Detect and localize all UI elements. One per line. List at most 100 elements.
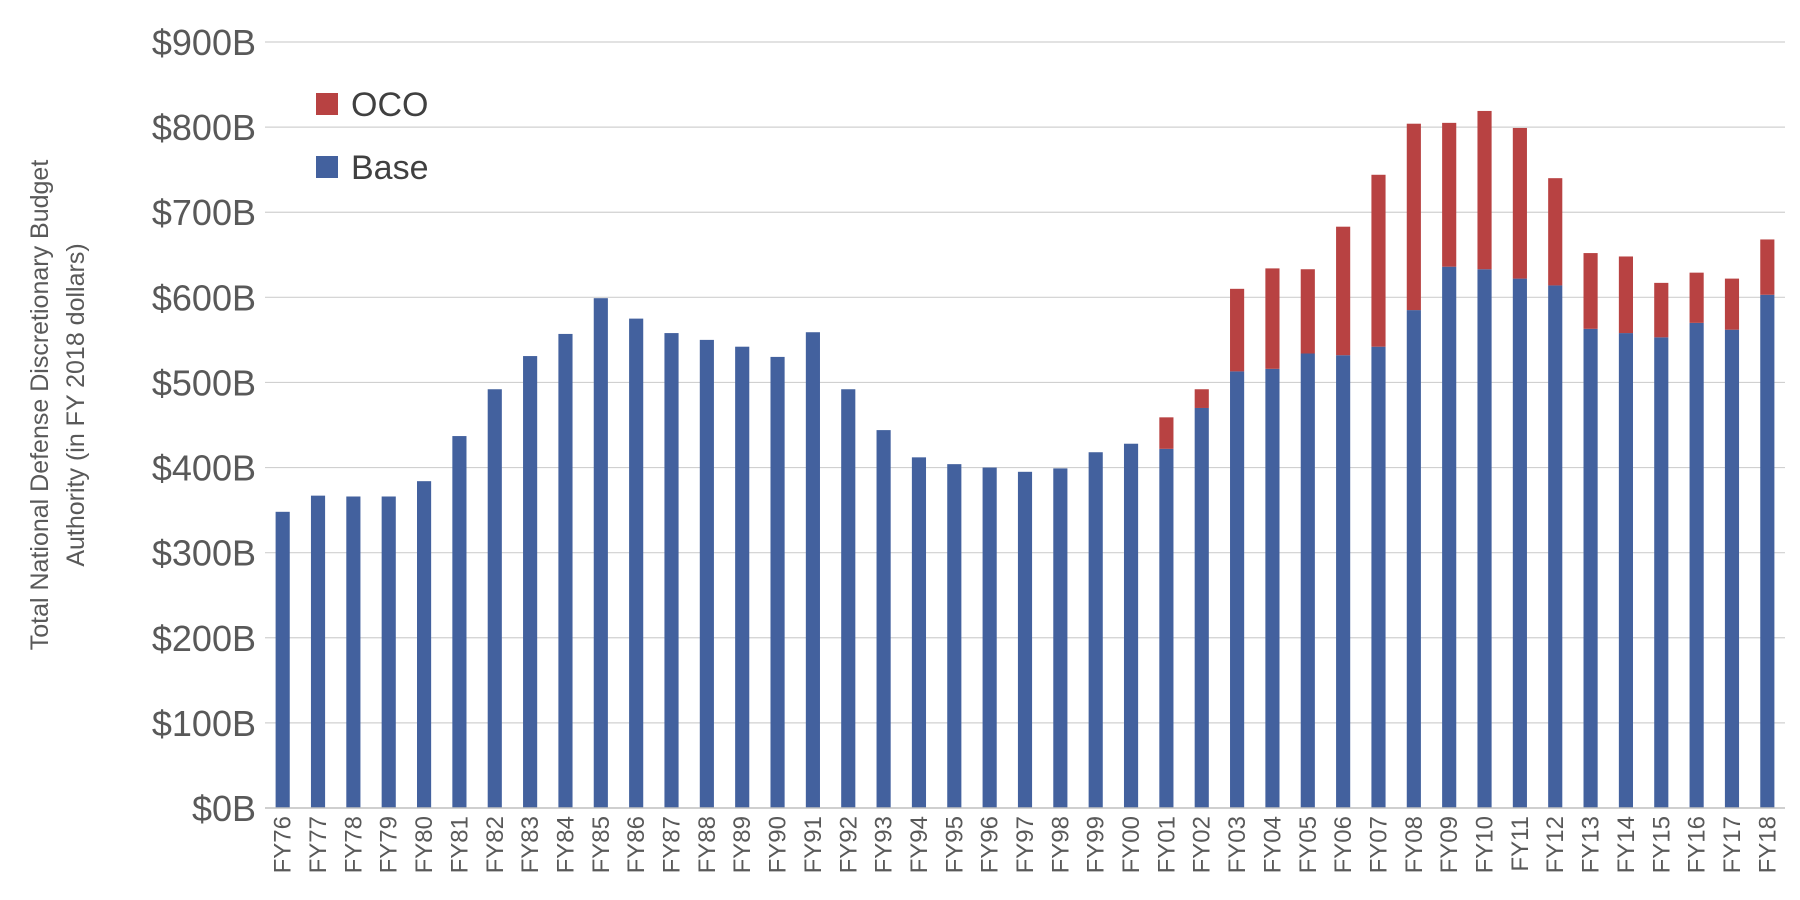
bars [275,110,1775,808]
bar-base-fy92 [841,389,856,808]
bar-oco-fy09 [1442,122,1457,267]
bar-base-fy76 [275,511,290,808]
x-tick-label: FY98 [1047,816,1074,873]
bar-base-fy08 [1406,310,1421,808]
bar-base-fy78 [346,496,361,808]
bar-oco-fy12 [1548,178,1563,286]
bar-base-fy01 [1159,448,1174,808]
bar-base-fy16 [1689,322,1704,808]
bar-oco-fy18 [1760,239,1775,295]
bar-base-fy02 [1194,407,1209,808]
x-tick-label: FY89 [729,816,756,873]
bar-oco-fy15 [1654,282,1669,338]
x-axis-ticks: FY76 FY77 FY78 FY79 FY80 FY81 FY82 FY83 FY84 FY85… [270,816,1782,873]
x-tick-label: FY06 [1330,816,1357,873]
y-tick-label: $400B [152,448,256,489]
bar-base-fy89 [735,346,750,808]
legend-label-base: Base [351,149,429,187]
x-tick-label: FY81 [446,816,473,873]
x-tick-label: FY00 [1118,816,1145,873]
x-tick-label: FY07 [1365,816,1392,873]
x-tick-label: FY11 [1507,816,1534,872]
bar-oco-fy11 [1512,127,1527,279]
bar-base-fy14 [1618,333,1633,808]
x-tick-label: FY79 [376,816,403,873]
y-tick-label: $700B [152,192,256,233]
bar-base-fy12 [1548,285,1563,808]
y-axis-title-line-2: Authority (in FY 2018 dollars) [62,243,90,566]
bar-base-fy96 [982,467,997,808]
bar-base-fy94 [911,457,927,808]
x-tick-label: FY84 [552,816,579,873]
legend-swatch-base [316,156,338,178]
bar-base-fy82 [487,389,502,808]
bar-base-fy10 [1477,269,1492,808]
legend-swatch-oco [316,93,338,115]
x-tick-label: FY78 [340,816,367,873]
bar-base-fy86 [629,318,644,808]
x-tick-label: FY01 [1153,816,1180,873]
x-tick-label: FY13 [1578,816,1605,873]
x-tick-label: FY05 [1295,816,1322,873]
x-tick-label: FY12 [1542,816,1569,873]
bar-base-fy99 [1088,452,1103,808]
bar-oco-fy01 [1159,417,1174,449]
x-tick-label: FY09 [1436,816,1463,873]
bar-oco-fy13 [1583,253,1598,329]
x-tick-label: FY99 [1083,816,1110,873]
x-tick-label: FY96 [977,816,1004,873]
bar-oco-fy05 [1300,269,1315,354]
x-tick-label: FY02 [1189,816,1216,873]
x-tick-label: FY92 [835,816,862,873]
bar-base-fy81 [452,436,467,808]
y-tick-label: $200B [152,618,256,659]
bar-base-fy18 [1760,294,1775,808]
x-tick-label: FY86 [623,816,650,873]
x-tick-label: FY14 [1613,816,1640,873]
bar-base-fy84 [558,333,573,808]
bar-base-fy93 [876,430,891,808]
bar-base-fy90 [770,356,785,808]
bar-base-fy97 [1017,471,1033,808]
x-tick-label: FY91 [800,816,827,873]
y-tick-label: $100B [152,703,256,744]
bar-base-fy85 [593,298,608,808]
bar-base-fy79 [381,496,396,808]
x-tick-label: FY97 [1012,816,1039,873]
bar-base-fy88 [699,339,714,808]
x-tick-label: FY15 [1648,816,1675,873]
x-tick-label: FY82 [482,816,509,873]
bar-base-fy04 [1265,368,1280,808]
y-tick-label: $800B [152,107,256,148]
bar-base-fy13 [1583,328,1598,808]
legend-label-oco: OCO [351,86,428,124]
x-tick-label: FY93 [871,816,898,873]
x-tick-label: FY77 [305,816,332,873]
y-tick-label: $900B [152,22,256,63]
bar-oco-fy10 [1477,110,1492,270]
bar-base-fy15 [1654,337,1669,808]
x-tick-label: FY80 [411,816,438,873]
x-tick-label: FY87 [659,816,686,873]
bar-base-fy17 [1724,329,1740,808]
bar-oco-fy02 [1194,389,1209,408]
x-tick-label: FY94 [906,816,933,873]
bar-oco-fy14 [1618,256,1633,334]
x-tick-label: FY03 [1224,816,1251,873]
bar-oco-fy07 [1371,174,1386,347]
bar-base-fy91 [805,332,820,808]
bar-base-fy05 [1300,353,1315,808]
y-tick-label: $0B [192,788,256,829]
bar-base-fy80 [417,481,432,808]
bar-oco-fy17 [1724,278,1740,330]
x-tick-label: FY04 [1259,816,1286,873]
y-axis-title-line-1: Total National Defense Discretionary Bud… [26,160,54,651]
x-tick-label: FY76 [270,816,297,873]
bar-base-fy87 [664,333,679,808]
bar-base-fy00 [1123,443,1139,808]
bar-base-fy06 [1336,355,1351,808]
bar-oco-fy03 [1230,288,1245,372]
bar-base-fy07 [1371,346,1386,808]
bar-base-fy77 [310,495,326,808]
